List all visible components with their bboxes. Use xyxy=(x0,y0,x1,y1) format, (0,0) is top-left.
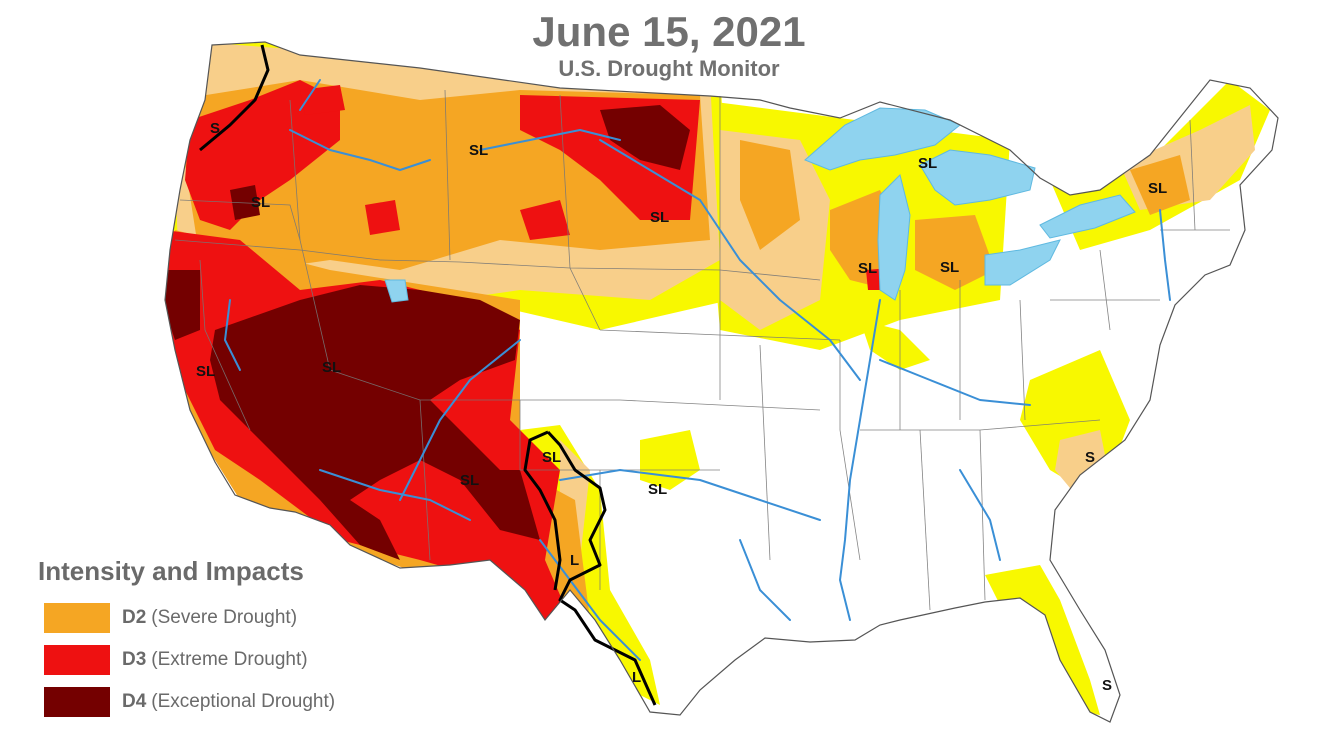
legend-code: D3 xyxy=(122,649,147,670)
impact-boundaries xyxy=(199,44,657,706)
legend-item-d3: D3 (Extreme Drought) xyxy=(38,641,335,679)
legend-swatch-d4 xyxy=(44,687,110,717)
impact-label: SL xyxy=(542,449,561,466)
legend-item-d4: D4 (Exceptional Drought) xyxy=(38,683,335,721)
rivers xyxy=(224,79,1171,661)
legend-code: D4 xyxy=(122,691,147,712)
legend-label: (Exceptional Drought) xyxy=(151,691,336,712)
impact-label: SL xyxy=(650,209,669,226)
legend: Intensity and Impacts D2 (Severe Drought… xyxy=(38,556,335,725)
impact-label: S xyxy=(1085,449,1095,466)
impact-label: SL xyxy=(940,259,959,276)
impact-label: SL xyxy=(469,142,488,159)
impact-label: S xyxy=(210,120,220,137)
impact-label: SL xyxy=(648,481,667,498)
impact-label: SL xyxy=(858,260,877,277)
d4-areas xyxy=(165,105,690,560)
impact-label: L xyxy=(632,669,641,686)
impact-label: S xyxy=(1102,677,1112,694)
legend-swatch-d3 xyxy=(44,645,110,675)
impact-label: SL xyxy=(460,472,479,489)
impact-label: SL xyxy=(1148,180,1167,197)
state-boundaries xyxy=(174,89,1230,611)
legend-item-d2: D2 (Severe Drought) xyxy=(38,599,335,637)
impact-label: SL xyxy=(196,363,215,380)
great-lakes xyxy=(384,107,1136,303)
impact-label: L xyxy=(570,552,579,569)
map-title-block: June 15, 2021 U.S. Drought Monitor xyxy=(0,8,1338,82)
legend-label: (Severe Drought) xyxy=(151,607,298,628)
legend-swatch-d2 xyxy=(44,603,110,633)
impact-label: SL xyxy=(251,194,270,211)
map-subtitle: U.S. Drought Monitor xyxy=(558,56,780,81)
legend-heading: Intensity and Impacts xyxy=(38,556,304,586)
impact-labels: S SL SL SL SL SL SL SL SL SL SL SL SL L … xyxy=(196,120,1167,694)
map-title: June 15, 2021 xyxy=(532,8,806,55)
impact-label: SL xyxy=(918,155,937,172)
legend-label: (Extreme Drought) xyxy=(151,649,308,670)
legend-code: D2 xyxy=(122,607,147,628)
impact-label: SL xyxy=(322,359,341,376)
